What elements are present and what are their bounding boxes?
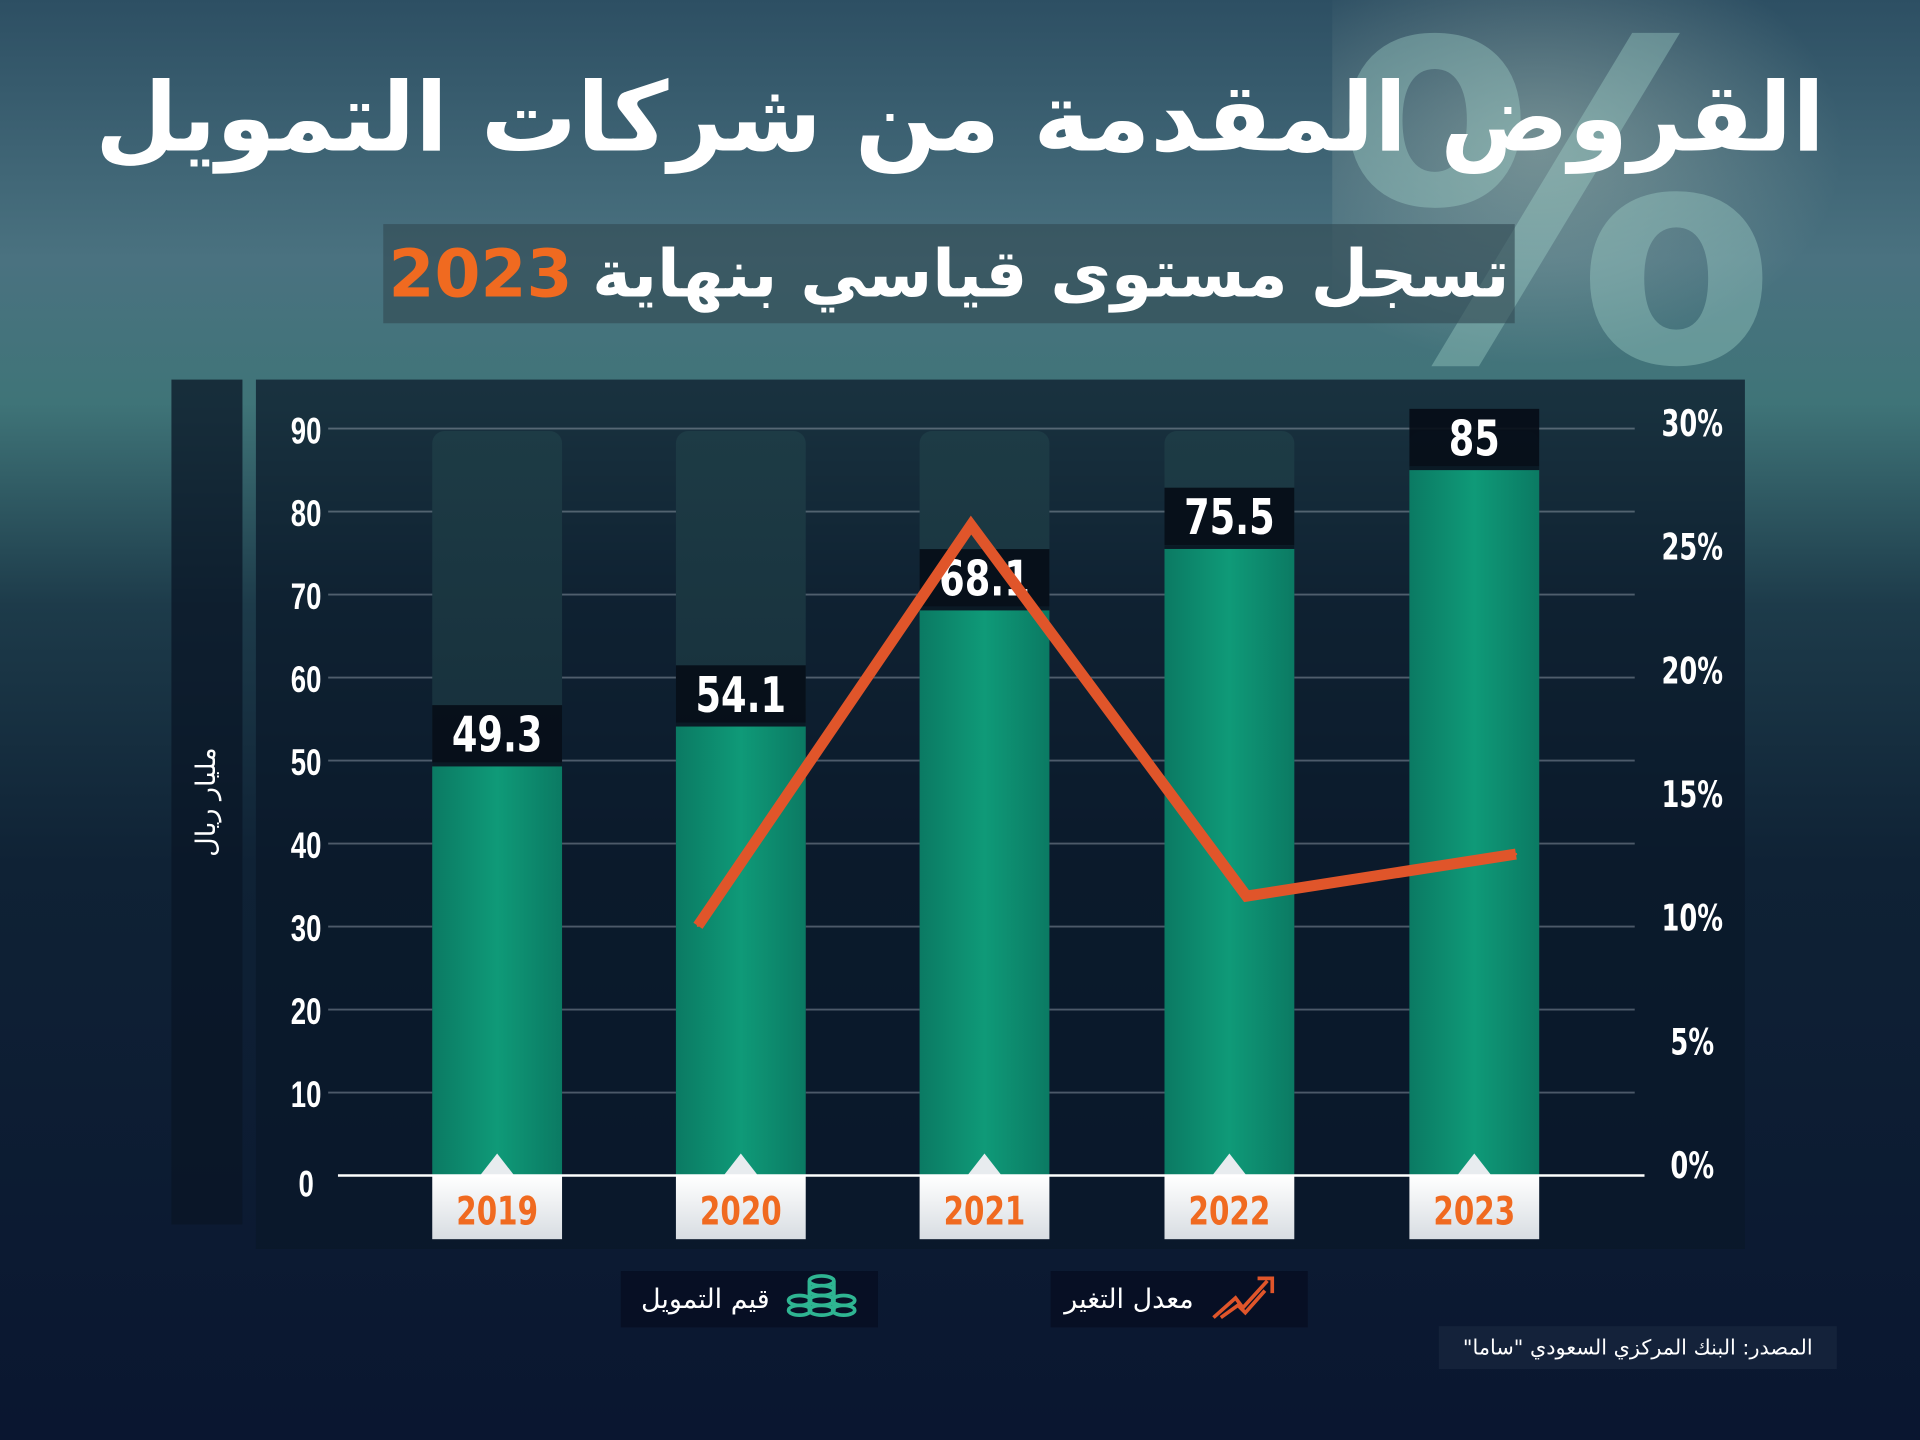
y-tick-label: 10 bbox=[291, 1074, 322, 1115]
chart-subtitle: تسجل مستوى قياسي بنهاية 2023 bbox=[383, 224, 1515, 324]
y2-tick-label: 20% bbox=[1661, 651, 1723, 693]
line-point bbox=[696, 924, 700, 928]
subtitle-year: 2023 bbox=[388, 235, 573, 313]
bar-value-box bbox=[675, 665, 806, 723]
line-point bbox=[1514, 852, 1518, 856]
bar-value-divider bbox=[1164, 545, 1295, 549]
y-tick-label: 40 bbox=[291, 825, 322, 866]
y-tick-label: 0 bbox=[298, 1164, 313, 1205]
legend-item-bars: قيم التمويل bbox=[620, 1271, 878, 1328]
bar-value-label: 54.1 bbox=[696, 668, 787, 725]
percent-decoration-icon: % bbox=[1334, 0, 1777, 465]
bar-value-box bbox=[1409, 408, 1540, 467]
bar bbox=[919, 610, 1050, 1176]
x-category-box bbox=[1164, 1175, 1295, 1240]
x-category-pointer bbox=[967, 1153, 1002, 1176]
y2-tick-label: 15% bbox=[1661, 775, 1723, 817]
x-category-box bbox=[919, 1175, 1050, 1240]
chart-title: القروض المقدمة من شركات التمويل bbox=[95, 63, 1825, 174]
coins-icon bbox=[784, 1273, 857, 1324]
x-category-box bbox=[675, 1175, 806, 1240]
bar-value-divider bbox=[1409, 466, 1540, 471]
x-tick-label: 2019 bbox=[456, 1189, 538, 1234]
x-category-pointer bbox=[723, 1153, 758, 1176]
legend-label-line: معدل التغير bbox=[1064, 1283, 1194, 1315]
bar-value-divider bbox=[919, 606, 1050, 611]
y-tick-label: 70 bbox=[291, 576, 322, 617]
y2-tick-label: 30% bbox=[1661, 403, 1723, 445]
x-tick-label: 2022 bbox=[1189, 1189, 1271, 1234]
y2-tick-label: 10% bbox=[1661, 898, 1723, 940]
bar bbox=[1164, 548, 1295, 1176]
x-category-pointer bbox=[1457, 1153, 1492, 1176]
bar-value-divider bbox=[675, 722, 806, 727]
y-tick-label: 90 bbox=[291, 410, 322, 451]
y-tick-label: 30 bbox=[291, 908, 322, 949]
bar-value-label: 75.5 bbox=[1184, 490, 1275, 547]
x-category-box bbox=[432, 1175, 563, 1240]
x-category-pointer bbox=[480, 1153, 515, 1176]
bar bbox=[432, 766, 563, 1176]
source-note: المصدر: البنك المركزي السعودي "ساما" bbox=[1438, 1326, 1837, 1369]
legend-label-bars: قيم التمويل bbox=[640, 1283, 770, 1315]
y2-tick-label: 0% bbox=[1670, 1146, 1714, 1188]
y2-tick-label: 5% bbox=[1670, 1022, 1714, 1064]
x-category-box bbox=[1409, 1175, 1540, 1240]
y-axis-label-strip bbox=[171, 379, 243, 1225]
y2-tick-label: 25% bbox=[1661, 527, 1723, 569]
bar-value-box bbox=[432, 705, 563, 763]
x-tick-label: 2021 bbox=[944, 1189, 1026, 1234]
y-tick-label: 60 bbox=[291, 659, 322, 700]
y-tick-label: 80 bbox=[291, 493, 322, 534]
line-series bbox=[693, 515, 1517, 929]
legend-item-line: معدل التغير bbox=[1050, 1271, 1308, 1328]
bar-value-label: 85 bbox=[1449, 411, 1500, 468]
bar-value-box bbox=[1164, 487, 1295, 546]
bar bbox=[1409, 470, 1540, 1176]
x-category-pointer bbox=[1212, 1153, 1247, 1176]
bar-value-label: 49.3 bbox=[452, 708, 543, 765]
y-tick-label: 20 bbox=[291, 991, 322, 1032]
subtitle-text: تسجل مستوى قياسي بنهاية bbox=[592, 235, 1510, 313]
line-point bbox=[969, 523, 973, 527]
line-point bbox=[1245, 894, 1248, 898]
x-tick-label: 2023 bbox=[1433, 1189, 1515, 1234]
x-tick-label: 2020 bbox=[700, 1189, 782, 1234]
bar-value-divider bbox=[432, 762, 563, 767]
y-tick-label: 50 bbox=[291, 742, 322, 783]
trend-arrow-icon bbox=[1208, 1271, 1294, 1327]
